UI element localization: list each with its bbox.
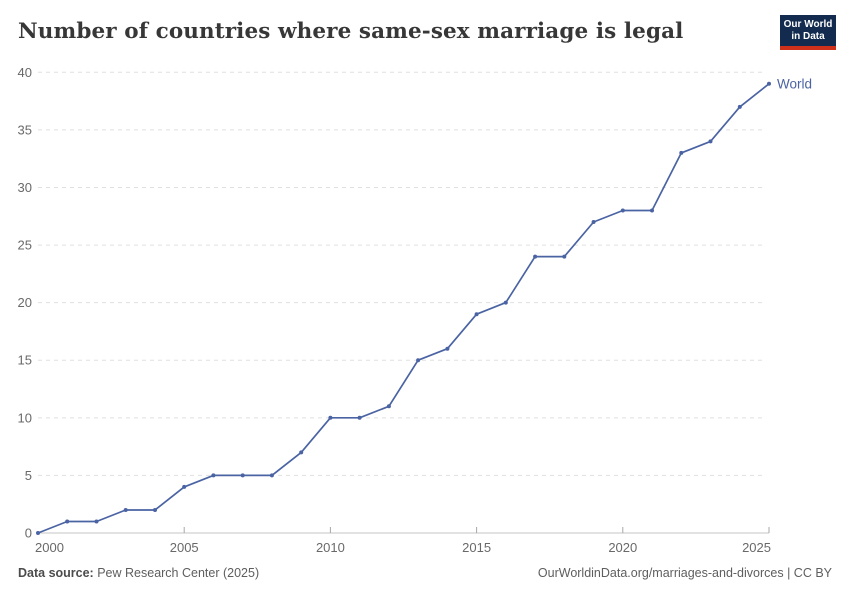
data-point (94, 519, 99, 524)
data-source: Data source: Pew Research Center (2025) (18, 566, 259, 580)
y-tick-label: 20 (18, 295, 32, 310)
y-tick-label: 0 (25, 526, 32, 541)
owid-logo-text: Our World in Data (784, 19, 833, 43)
series-label-world: World (777, 76, 812, 91)
y-tick-label: 10 (18, 410, 32, 425)
y-tick-label: 35 (18, 122, 32, 137)
data-point (708, 139, 713, 144)
y-tick-label: 40 (18, 65, 32, 80)
data-point (328, 415, 333, 420)
data-point (153, 508, 157, 512)
x-tick-label: 2000 (35, 540, 64, 555)
data-point (503, 300, 508, 305)
data-point (269, 473, 274, 478)
data-source-value: Pew Research Center (2025) (97, 566, 260, 580)
data-point (533, 254, 538, 259)
data-point (767, 81, 771, 86)
chart-footer: Data source: Pew Research Center (2025) … (18, 566, 832, 580)
chart-title: Number of countries where same-sex marri… (18, 19, 684, 44)
data-point (299, 450, 304, 455)
x-tick-label: 2020 (608, 540, 637, 555)
data-point (679, 150, 684, 155)
data-point (65, 519, 70, 524)
data-point (416, 358, 421, 363)
data-source-label: Data source: (18, 566, 94, 580)
data-point (445, 346, 450, 351)
data-point (357, 415, 362, 420)
data-point (562, 254, 567, 259)
data-point (36, 531, 40, 535)
x-tick-label: 2015 (462, 540, 491, 555)
data-point (211, 473, 216, 478)
data-point (123, 508, 128, 512)
data-point (591, 220, 596, 224)
owid-logo-line2: in Data (791, 30, 825, 42)
data-point (474, 312, 479, 317)
data-point (182, 484, 187, 489)
data-point (737, 104, 742, 109)
x-tick-label: 2005 (170, 540, 199, 555)
x-tick-label: 2010 (316, 540, 345, 555)
data-point (650, 208, 654, 213)
owid-logo-line1: Our World (783, 18, 833, 30)
owid-logo: Our World in Data (780, 15, 836, 50)
series-line-world (37, 83, 770, 534)
data-point (386, 404, 391, 409)
data-point (620, 208, 625, 213)
y-tick-label: 5 (25, 468, 32, 483)
y-tick-label: 25 (18, 238, 32, 253)
x-tick-label: 2025 (742, 540, 771, 555)
attribution: OurWorldinData.org/marriages-and-divorce… (537, 566, 832, 580)
y-tick-label: 15 (18, 353, 32, 368)
data-point (240, 473, 245, 478)
y-tick-label: 30 (18, 180, 32, 195)
